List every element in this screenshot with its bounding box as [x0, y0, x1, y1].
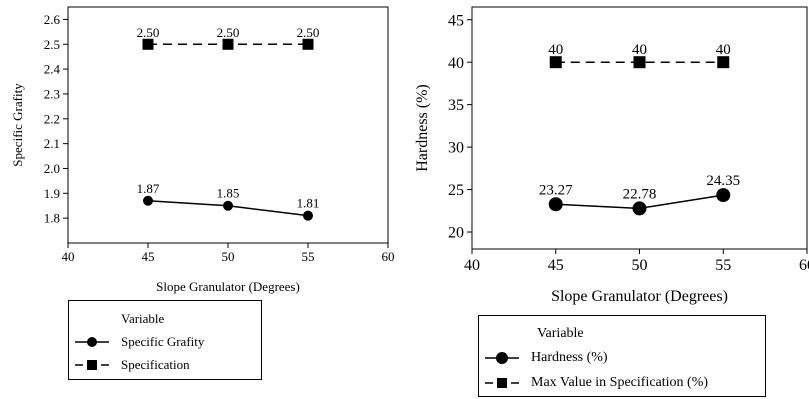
data-point — [717, 56, 730, 69]
legend-label: Max Value in Specification (%) — [531, 375, 709, 390]
data-point — [223, 200, 233, 211]
circle-marker-icon — [75, 337, 109, 347]
y-tick-label: 25 — [448, 182, 464, 199]
data-point — [222, 38, 234, 50]
y-tick-label: 2.4 — [44, 62, 61, 77]
x-tick-label: 45 — [548, 257, 564, 274]
square-marker-icon — [485, 378, 519, 388]
legend-title: Variable — [121, 311, 165, 326]
y-tick-label: 2.3 — [44, 86, 60, 101]
data-label: 2.50 — [137, 25, 160, 40]
data-label: 2.50 — [217, 25, 240, 40]
y-axis-label: Hardness (%) — [414, 84, 431, 172]
data-label: 22.78 — [623, 186, 657, 202]
data-label: 40 — [548, 42, 563, 58]
x-tick-label: 45 — [142, 249, 155, 264]
x-tick-label: 40 — [62, 249, 75, 264]
data-point — [142, 38, 154, 50]
data-label: 1.81 — [297, 196, 320, 211]
data-point — [632, 201, 647, 216]
x-axis-label: Slope Granulator (Degrees) — [551, 288, 728, 305]
legend-label: Specific Grafity — [121, 334, 205, 349]
data-label: 40 — [716, 42, 731, 58]
y-tick-label: 2.1 — [44, 136, 60, 151]
legend-hardness: Variable Hardness (%) Max Value in Speci… — [478, 315, 766, 397]
y-tick-label: 35 — [448, 97, 464, 114]
data-label: 23.27 — [539, 182, 573, 198]
data-label: 1.85 — [217, 186, 240, 201]
x-tick-label: 60 — [799, 257, 809, 274]
y-tick-label: 40 — [448, 55, 464, 72]
data-label: 2.50 — [297, 25, 320, 40]
data-point — [548, 197, 563, 212]
y-tick-label: 1.8 — [44, 211, 60, 226]
x-axis-label: Slope Granulator (Degrees) — [156, 279, 300, 294]
legend-label: Specification — [121, 357, 190, 372]
y-tick-label: 45 — [448, 12, 464, 29]
circle-marker-icon — [485, 352, 519, 364]
x-tick-label: 40 — [464, 257, 480, 274]
data-point — [549, 56, 562, 69]
data-label: 40 — [632, 42, 647, 58]
y-tick-label: 2.0 — [44, 161, 60, 176]
x-tick-label: 60 — [382, 249, 395, 264]
data-point — [143, 195, 153, 206]
y-tick-label: 30 — [448, 140, 464, 157]
y-tick-label: 20 — [448, 225, 464, 242]
data-point — [302, 38, 314, 50]
legend-title: Variable — [537, 326, 584, 341]
legend-specific-gravity: Variable Specific Grafity Specification — [68, 300, 262, 380]
data-label: 1.87 — [137, 181, 160, 196]
y-tick-label: 2.5 — [44, 37, 60, 52]
data-point — [633, 56, 646, 69]
x-tick-label: 50 — [632, 257, 648, 274]
square-marker-icon — [75, 360, 109, 370]
y-tick-label: 2.2 — [44, 111, 60, 126]
x-tick-label: 55 — [302, 249, 315, 264]
data-point — [716, 188, 731, 203]
x-tick-label: 50 — [222, 249, 235, 264]
y-tick-label: 2.6 — [44, 12, 61, 27]
data-label: 24.35 — [706, 173, 740, 189]
x-tick-label: 55 — [715, 257, 731, 274]
y-axis-label: Specific Grafity — [10, 83, 25, 167]
legend-label: Hardness (%) — [531, 350, 608, 365]
data-point — [303, 210, 313, 221]
y-tick-label: 1.9 — [44, 186, 60, 201]
